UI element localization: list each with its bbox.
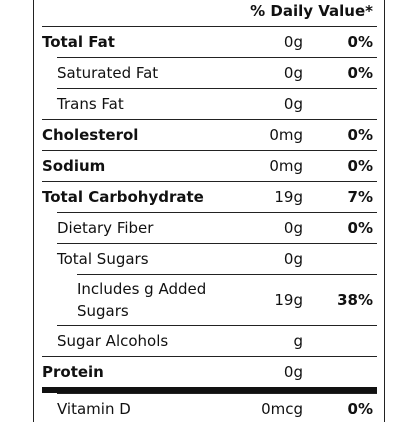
- amount: 0mcg: [261, 400, 303, 418]
- amount: 0g: [283, 219, 303, 237]
- amount: 19g: [274, 188, 303, 206]
- nutrient-row: Trans Fat 0g: [57, 88, 377, 119]
- nutrient-name: Protein: [42, 363, 104, 381]
- nutrient-name: Total Carbohydrate: [42, 188, 204, 206]
- amount: 0g: [283, 363, 303, 381]
- nutrition-label: % Daily Value* Total Fat 0g 0% Saturated Fa…: [33, 0, 385, 422]
- daily-value: 0%: [347, 157, 373, 175]
- nutrient-row: Vitamin D 0mcg 0%: [57, 393, 377, 424]
- amount: g: [293, 332, 303, 350]
- nutrient-name: Vitamin D: [57, 400, 131, 418]
- nutrient-name: Total Sugars: [57, 250, 149, 268]
- daily-value: 0%: [347, 33, 373, 51]
- nutrient-row: Cholesterol 0mg 0%: [42, 119, 377, 150]
- nutrient-name: Dietary Fiber: [57, 219, 154, 237]
- daily-value: 0%: [347, 400, 373, 418]
- nutrient-name: Sugar Alcohols: [57, 332, 169, 350]
- daily-value: 0%: [347, 126, 373, 144]
- nutrient-row: Protein 0g: [42, 356, 377, 393]
- amount: 0g: [283, 64, 303, 82]
- nutrient-row: Sugar Alcohols g: [57, 325, 377, 356]
- daily-value: 38%: [337, 291, 373, 309]
- amount: 0g: [283, 95, 303, 113]
- nutrient-name: Includes g Added Sugars: [77, 280, 207, 320]
- amount: 0g: [283, 33, 303, 51]
- nutrient-row: Total Carbohydrate 19g 7%: [42, 181, 377, 212]
- nutrient-row: Saturated Fat 0g 0%: [57, 57, 377, 88]
- amount: 19g: [274, 291, 303, 309]
- amount: 0mg: [269, 157, 303, 175]
- nutrient-name: Sodium: [42, 157, 106, 175]
- nutrient-name: Cholesterol: [42, 126, 139, 144]
- daily-value: 0%: [347, 219, 373, 237]
- nutrient-name: Trans Fat: [57, 95, 124, 113]
- nutrient-row: Sodium 0mg 0%: [42, 150, 377, 181]
- daily-value-header: % Daily Value*: [250, 2, 373, 20]
- nutrient-row: Dietary Fiber 0g 0%: [57, 212, 377, 243]
- amount: 0mg: [269, 126, 303, 144]
- nutrient-name: Saturated Fat: [57, 64, 159, 82]
- nutrient-row: Includes g Added Sugars 19g 38%: [77, 274, 377, 325]
- daily-value: 7%: [347, 188, 373, 206]
- nutrient-row: Total Fat 0g 0%: [42, 26, 377, 57]
- nutrient-row: Total Sugars 0g: [57, 243, 377, 274]
- nutrient-name: Total Fat: [42, 33, 115, 51]
- amount: 0g: [283, 250, 303, 268]
- daily-value: 0%: [347, 64, 373, 82]
